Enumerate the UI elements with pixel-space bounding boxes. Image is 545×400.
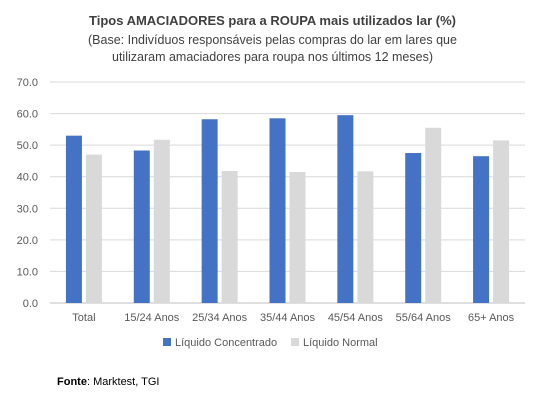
legend-swatch (291, 338, 299, 346)
bar-liquido-normal (425, 127, 442, 304)
source-note: Fonte: Marktest, TGI (57, 376, 159, 388)
x-tick-label: 35/44 Anos (260, 312, 316, 324)
bar-liquido-concentrado (337, 115, 354, 304)
legend-swatch (163, 338, 171, 346)
x-tick-label: 25/34 Anos (192, 312, 248, 324)
y-tick-label: 30.0 (17, 203, 38, 215)
bar-chart: 0.0 10.0 20.0 30.0 40.0 50.0 60.0 70.0 Total 15/2… (17, 77, 525, 349)
legend-label: Líquido Concentrado (175, 337, 277, 349)
x-tick-label: 55/64 Anos (396, 312, 452, 324)
y-tick-label: 10.0 (17, 266, 38, 278)
y-tick-label: 40.0 (17, 172, 38, 184)
source-text: : Marktest, TGI (86, 376, 160, 388)
bar-liquido-concentrado (405, 153, 422, 303)
y-tick-label: 70.0 (17, 77, 38, 89)
y-tick-label: 50.0 (17, 140, 38, 152)
x-tick-label: 15/24 Anos (124, 312, 180, 324)
y-tick-label: 60.0 (17, 109, 38, 121)
chart-subtitle-line-1: (Base: Indivíduos responsáveis pelas com… (88, 33, 457, 47)
y-tick-label: 0.0 (23, 298, 38, 310)
source-label: Fonte (57, 376, 87, 388)
x-tick-label: 45/54 Anos (328, 312, 384, 324)
bar-liquido-normal (493, 140, 510, 303)
bar-liquido-normal (357, 171, 374, 303)
chart-title: Tipos AMACIADORES para a ROUPA mais util… (89, 13, 456, 28)
legend-label: Líquido Normal (303, 337, 378, 349)
chart-subtitle-line-2: utilizaram amaciadores para roupa nos úl… (112, 50, 433, 64)
bar-liquido-concentrado (65, 135, 82, 303)
bar-liquido-normal (153, 139, 170, 303)
bar-liquido-normal (289, 171, 306, 303)
bar-liquido-concentrado (201, 119, 218, 303)
bar-liquido-normal (85, 154, 102, 303)
bar-liquido-concentrado (269, 118, 286, 303)
y-tick-label: 20.0 (17, 235, 38, 247)
bar-liquido-concentrado (473, 156, 490, 303)
bar-liquido-normal (221, 171, 238, 303)
x-tick-label: Total (72, 312, 95, 324)
x-tick-label: 65+ Anos (468, 312, 515, 324)
bar-liquido-concentrado (133, 150, 150, 303)
